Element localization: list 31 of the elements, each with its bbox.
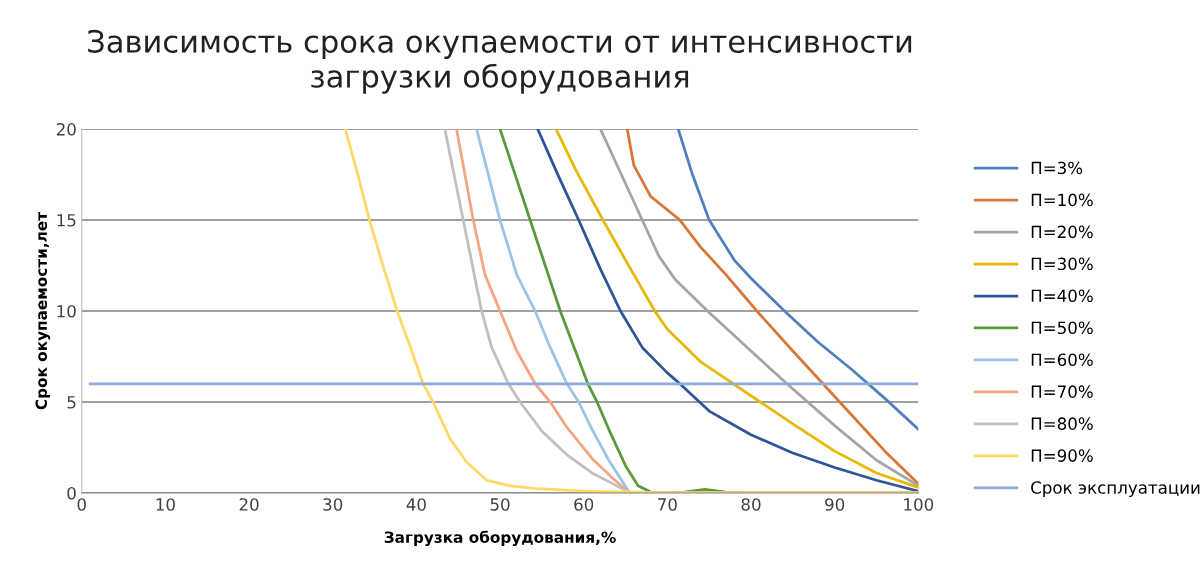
y-tick-label: 0: [67, 486, 76, 500]
x-tick-label: 20: [239, 498, 259, 511]
line-series: [676, 129, 919, 431]
y-tick-label: 20: [56, 123, 76, 136]
legend-label: П=60%: [1031, 353, 1093, 367]
legend-label: П=80%: [1031, 417, 1093, 430]
x-tick-label: 70: [658, 498, 677, 511]
x-tick-label: 80: [741, 498, 761, 511]
x-axis-title: Загрузка оборудования,%: [384, 530, 616, 547]
y-axis-title: Срок окупаемости,лет: [35, 211, 51, 410]
x-tick-label: 100: [904, 498, 934, 511]
legend-label: П=20%: [1031, 225, 1093, 239]
x-tick-label: 0: [77, 498, 86, 511]
legend-label: П=10%: [1031, 193, 1093, 207]
y-tick-label: 15: [57, 214, 76, 227]
legend-label: Срок эксплуатации: [1031, 481, 1200, 498]
x-tick-label: 50: [490, 498, 510, 511]
x-tick-label: 60: [574, 498, 594, 511]
legend-label: П=40%: [1031, 289, 1093, 303]
x-tick-label: 10: [156, 498, 175, 511]
x-tick-label: 30: [323, 498, 343, 511]
x-tick-label: 90: [825, 498, 845, 511]
legend-label: П=3%: [1031, 161, 1083, 175]
y-tick-label: 10: [57, 304, 76, 318]
legend-label: П=30%: [1031, 257, 1093, 271]
y-tick-label: 5: [67, 396, 76, 409]
legend-label: П=90%: [1031, 449, 1093, 462]
x-tick-label: 40: [406, 498, 426, 511]
chart-title: Зависимость срока окупаемости от интенсивности загрузки оборудования: [88, 29, 912, 94]
legend-label: П=50%: [1031, 321, 1093, 335]
legend-label: П=70%: [1031, 385, 1093, 398]
